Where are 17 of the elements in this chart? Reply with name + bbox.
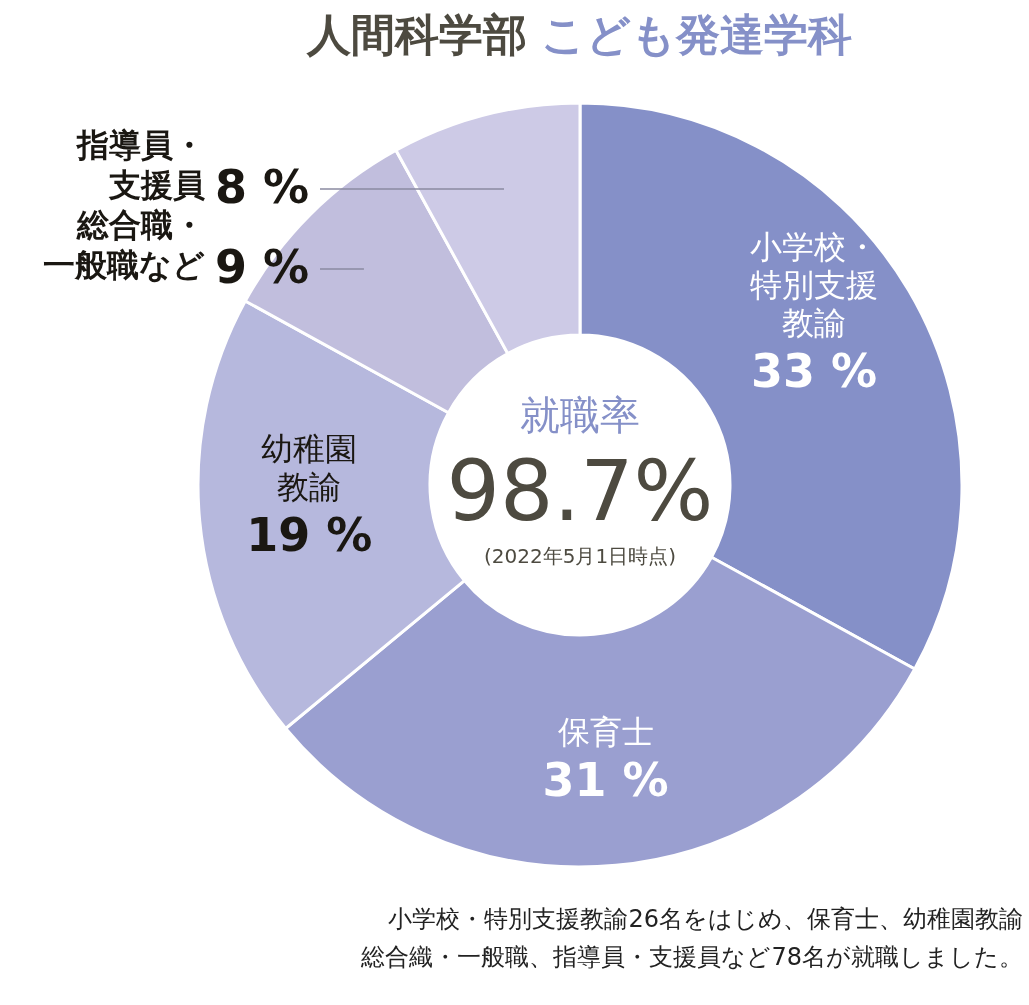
- data-label: 31 %: [542, 752, 669, 807]
- slice-label: 幼稚園教諭: [261, 429, 358, 506]
- text: 98.7%: [446, 442, 714, 540]
- chart-subtitle: こども発達学科: [541, 9, 852, 60]
- slice-label: 小学校・特別支援教諭: [750, 227, 879, 342]
- data-label: 19 %: [246, 507, 373, 562]
- text: 小学校・特別支援教諭26名をはじめ、保育士、幼稚園教諭: [387, 904, 1023, 935]
- slice-label: 保育士: [557, 712, 654, 751]
- data-label: 8 %: [215, 160, 310, 214]
- slice-label: 総合職・一般職など: [43, 205, 205, 284]
- data-label: 33 %: [751, 343, 878, 398]
- text: 就職率: [520, 392, 640, 438]
- chart-title: 人間科学部: [307, 9, 527, 60]
- slice-label: 指導員・支援員: [75, 126, 205, 204]
- text: (2022年5月1日時点): [484, 544, 676, 568]
- text: 総合織・一般職、指導員・支援員など78名が就職しました。: [360, 942, 1023, 973]
- data-label: 9 %: [215, 239, 310, 294]
